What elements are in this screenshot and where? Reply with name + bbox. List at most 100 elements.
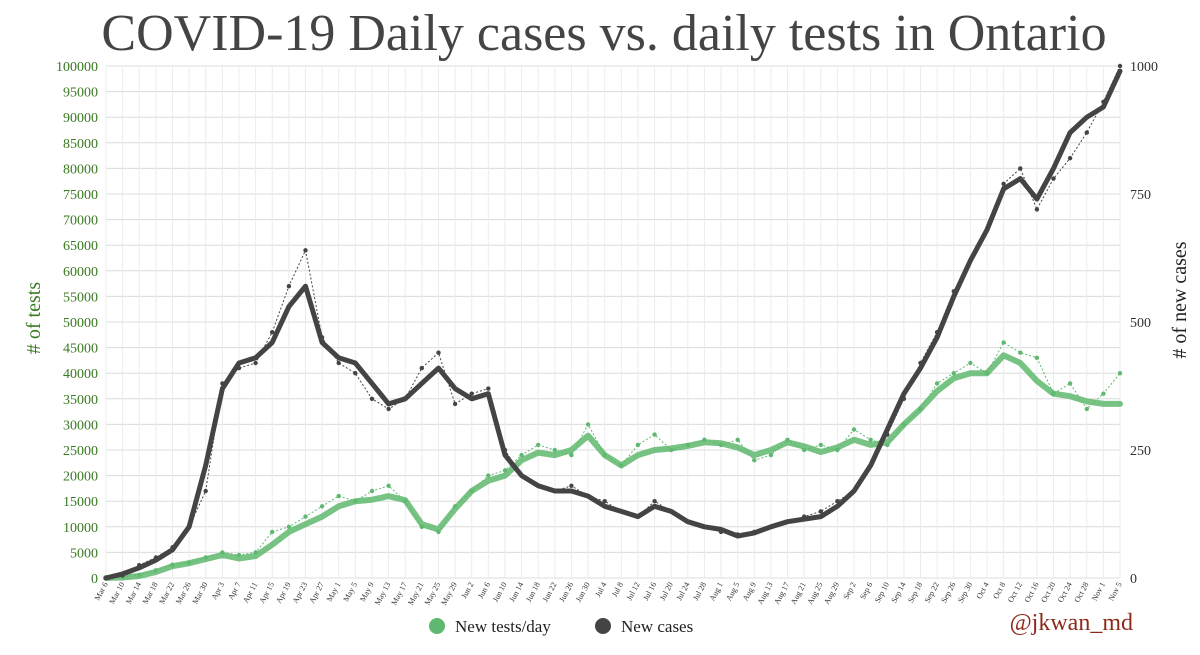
series-tests-point (818, 442, 823, 448)
x-tick-label: May 9 (358, 581, 376, 603)
series-cases-point (303, 248, 308, 253)
x-tick-label: Jun 10 (491, 581, 509, 604)
x-tick-label: Aug 1 (708, 581, 725, 603)
series-cases-point (419, 365, 424, 371)
series-tests-point (552, 447, 557, 453)
grid (105, 65, 1121, 579)
y-tick-label-left: 90000 (63, 111, 98, 126)
x-tick-label: Oct 8 (991, 581, 1007, 601)
x-tick-label: May 5 (341, 581, 359, 603)
x-tick-label: May 1 (325, 581, 343, 603)
series-tests-point (851, 427, 857, 432)
x-tick-label: Jul 24 (675, 581, 692, 602)
series-tests-point (868, 437, 873, 442)
series-tests-point (735, 437, 740, 442)
y-tick-label-left: 55000 (63, 290, 98, 305)
y-tick-label-left: 85000 (63, 137, 98, 152)
y-tick-label-right: 250 (1130, 444, 1151, 459)
series-cases-point (386, 406, 391, 412)
x-tick-label: Jun 14 (507, 581, 525, 604)
y-tick-label-left: 50000 (63, 316, 98, 331)
x-tick-label: Nov 5 (1107, 581, 1124, 603)
x-tick-label: Sep 26 (939, 581, 957, 605)
y-tick-label-right: 1000 (1130, 60, 1158, 75)
series-tests-point (369, 488, 375, 494)
series-cases-point (569, 483, 574, 488)
series-tests-point (536, 442, 541, 448)
x-tick-label: Oct 28 (1072, 581, 1090, 604)
y-tick-label-right: 750 (1130, 188, 1151, 203)
x-tick-label: Sep 18 (906, 581, 924, 605)
x-tick-label: Jun 30 (574, 581, 592, 604)
series-tests-point (519, 452, 524, 458)
series-cases-point (270, 330, 275, 335)
legend: New tests/day New cases (429, 617, 693, 636)
x-tick-label: Sep 30 (956, 581, 974, 605)
y-tick-label-left: 5000 (70, 546, 98, 561)
x-tick-label: Aug 9 (741, 581, 758, 603)
x-tick-label: Jun 26 (557, 581, 575, 604)
series-tests-point (652, 432, 657, 437)
x-tick-label: Oct 20 (1039, 581, 1057, 604)
series-cases-point (286, 284, 292, 289)
series-cases-point (1001, 181, 1006, 186)
series-cases-point (1084, 130, 1090, 135)
series-tests-point (1001, 340, 1006, 345)
series-tests-average-line (103, 352, 1123, 581)
series-cases-point (1117, 63, 1123, 69)
x-tick-label: Oct 24 (1056, 581, 1074, 604)
legend-label-cases: New cases (621, 617, 693, 636)
x-tick-label: Jul 12 (625, 581, 642, 602)
series-cases-point (436, 350, 441, 355)
series-layer (103, 63, 1123, 581)
x-tick-label: May 29 (439, 581, 459, 607)
x-tick-label: Jul 8 (610, 581, 625, 599)
series-tests-point (569, 452, 574, 458)
series-cases-point (602, 499, 607, 504)
series-cases-point (818, 509, 823, 514)
y-tick-label-left: 75000 (63, 188, 98, 203)
x-tick-label: Jul 4 (593, 581, 608, 599)
y-tick-label-left: 100000 (56, 60, 98, 75)
x-tick-label: Aug 29 (822, 581, 841, 606)
y-tick-label-left: 95000 (63, 86, 98, 101)
series-cases-point (369, 396, 375, 401)
series-tests-point (336, 493, 341, 499)
legend-swatch-tests (429, 618, 445, 634)
series-cases-point (486, 386, 491, 391)
x-tick-label: Oct 4 (975, 581, 991, 601)
series-cases-point (353, 371, 358, 376)
series-cases-point (253, 360, 258, 366)
series-tests-point (486, 473, 491, 478)
y-tick-label-left: 70000 (63, 214, 98, 229)
x-tick-label: Jul 20 (658, 581, 675, 602)
x-tick-label: Jun 18 (524, 581, 542, 604)
series-cases-point (203, 488, 208, 494)
legend-swatch-cases (595, 618, 611, 634)
x-tick-label: Jul 28 (691, 581, 708, 602)
legend-label-tests: New tests/day (455, 617, 551, 636)
y-tick-label-left: 45000 (63, 342, 98, 357)
y-axis-right: 0 250 500 750 1000 (1130, 60, 1158, 587)
series-tests-point (968, 360, 973, 366)
y-tick-label-left: 65000 (63, 239, 98, 254)
x-tick-label: Sep 14 (889, 581, 907, 605)
series-tests-point (585, 422, 591, 427)
series-cases (103, 63, 1123, 581)
x-tick-label: Apr 27 (307, 581, 325, 605)
x-tick-label: Apr 7 (226, 581, 243, 602)
series-cases-point (652, 499, 657, 504)
series-tests-point (768, 452, 774, 458)
series-tests-point (1018, 350, 1023, 355)
series-tests (103, 340, 1123, 581)
chart-title: COVID-19 Daily cases vs. daily tests in … (101, 5, 1106, 62)
series-cases-point (1034, 207, 1040, 212)
y-tick-label-left: 60000 (63, 265, 98, 280)
series-tests-point (951, 371, 956, 376)
y-axis-left-label: # of tests (23, 282, 45, 354)
x-tick-label: Sep 6 (858, 581, 874, 601)
series-tests-point (1084, 406, 1090, 412)
series-tests-point (934, 381, 940, 386)
y-tick-label-left: 30000 (63, 418, 98, 433)
